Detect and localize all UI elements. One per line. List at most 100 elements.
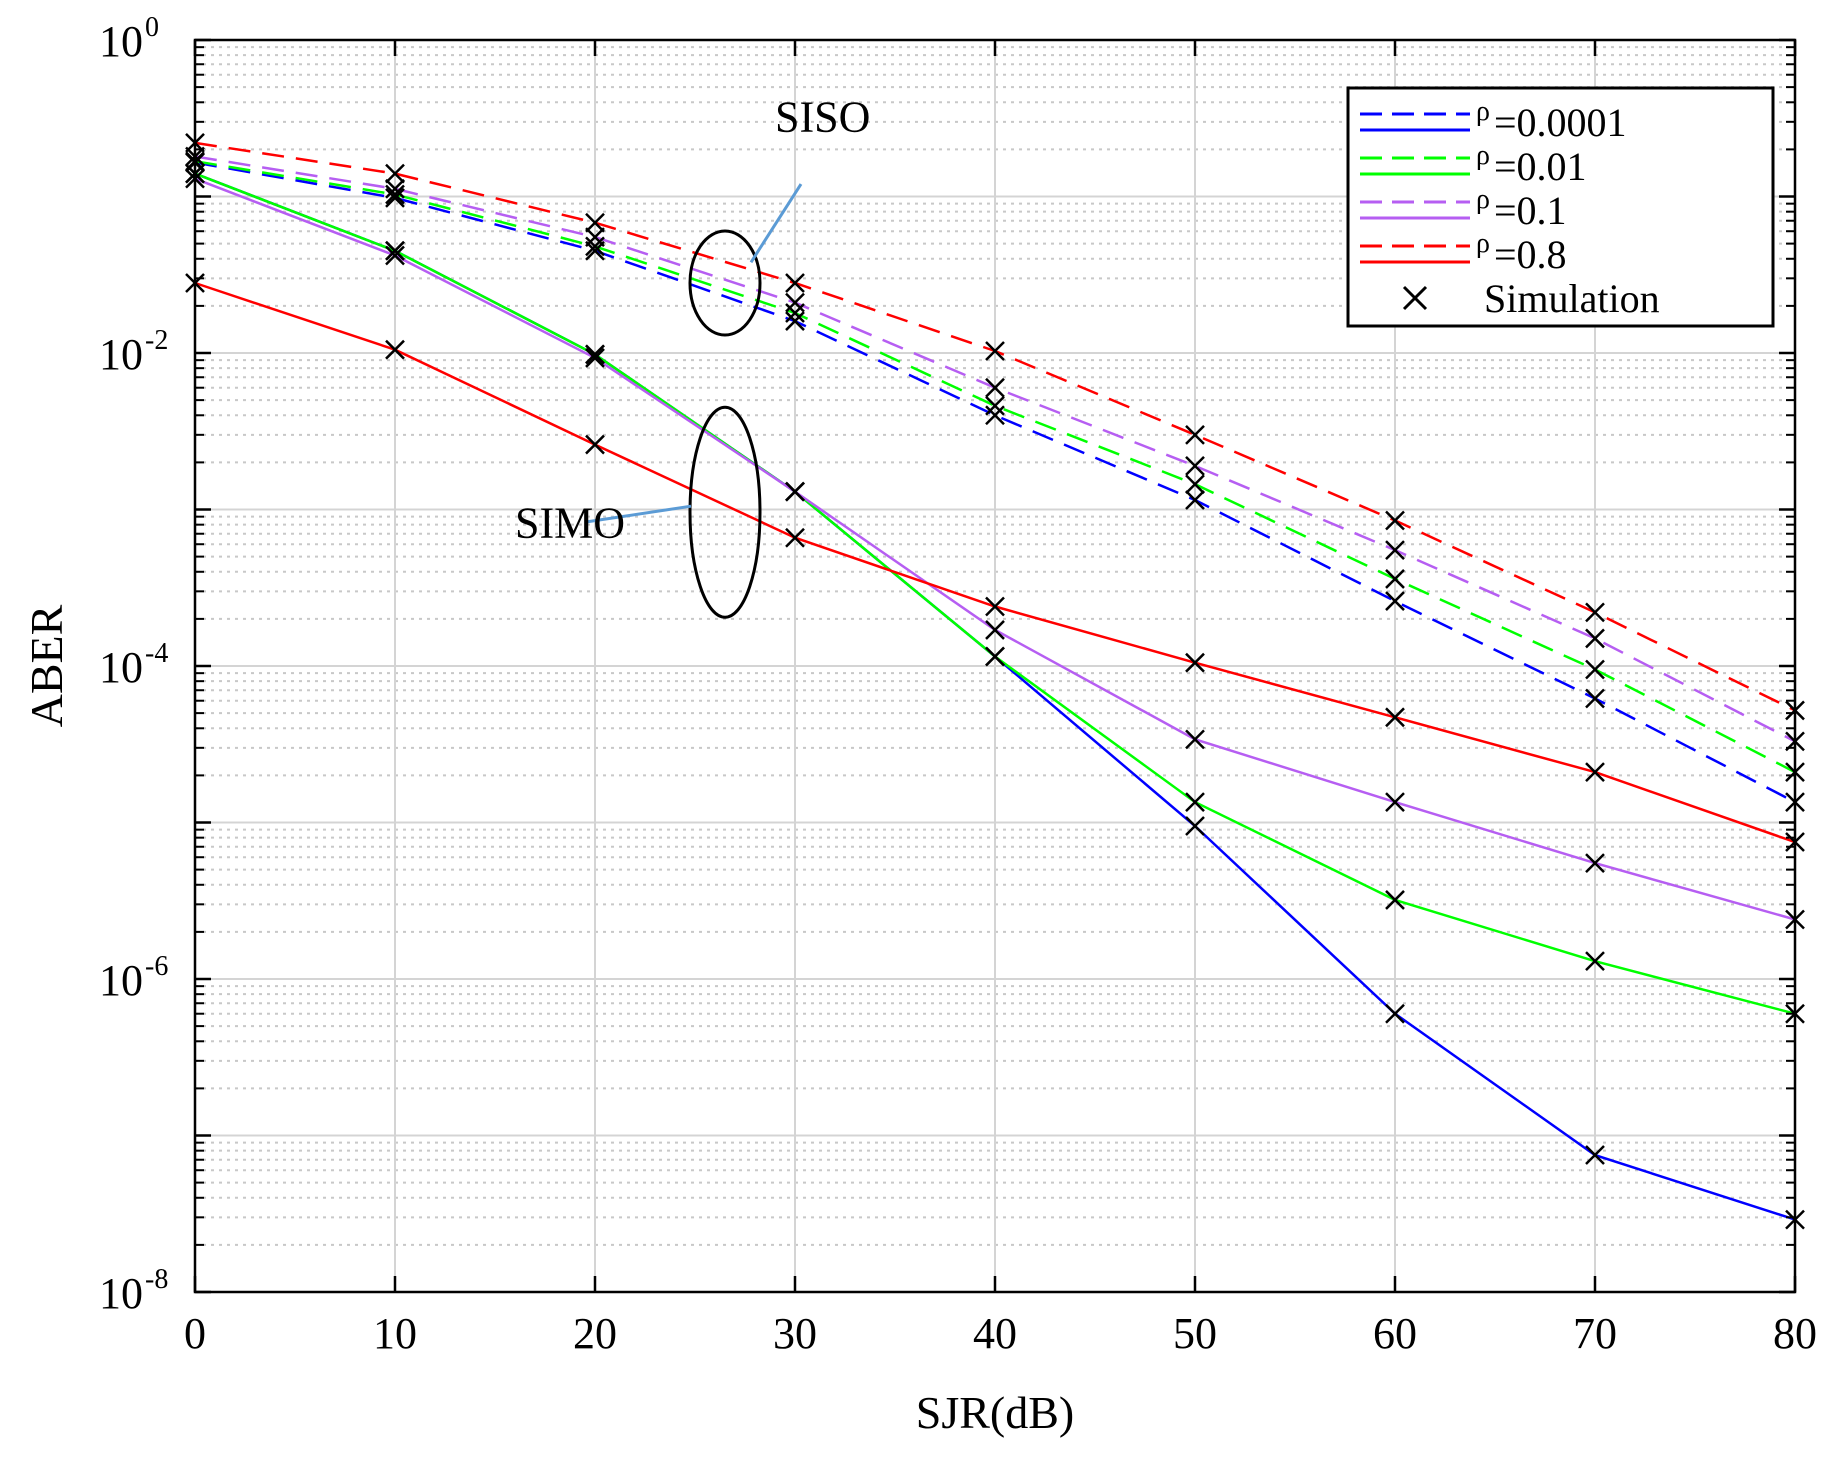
- legend-label: =0.1: [1494, 188, 1567, 233]
- simulation-marker: [385, 240, 405, 261]
- y-tick-label-exponent: -8: [145, 1264, 168, 1295]
- marker-stroke: [785, 527, 805, 548]
- marker-stroke: [1185, 652, 1205, 673]
- marker-stroke: [585, 434, 605, 455]
- simulation-marker: [1585, 659, 1605, 680]
- marker-stroke: [785, 273, 805, 293]
- x-tick-label: 40: [973, 1309, 1017, 1358]
- marker-stroke: [785, 311, 805, 331]
- simulation-marker: [1385, 890, 1405, 910]
- simulation-marker: [585, 348, 605, 368]
- simulation-marker: [1185, 729, 1205, 750]
- simulation-marker: [385, 163, 405, 184]
- marker-stroke: [585, 236, 605, 257]
- simulation-marker: [1385, 591, 1405, 611]
- marker-stroke: [1585, 659, 1605, 680]
- y-tick-label-base: 10: [99, 330, 143, 379]
- simulation-marker: [985, 377, 1005, 398]
- legend-entry: ρ =0.01: [1360, 140, 1587, 189]
- simulation-marker: [585, 236, 605, 257]
- marker-stroke: [1385, 591, 1405, 611]
- annotation-pointer-simo: [584, 504, 692, 524]
- simulation-marker: [585, 434, 605, 455]
- series-line-siso-rho-0_0001: [194, 161, 1796, 804]
- simulation-marker: [385, 187, 405, 208]
- simulation-marker: [1385, 707, 1405, 728]
- marker-stroke: [1585, 602, 1605, 623]
- y-tick-label-exponent: -4: [145, 638, 168, 669]
- marker-stroke: [1185, 490, 1205, 510]
- marker-stroke: [585, 227, 605, 248]
- simulation-marker: [385, 184, 405, 205]
- x-tick-label: 60: [1373, 1309, 1417, 1358]
- x-tick-label: 20: [573, 1309, 617, 1358]
- marker-stroke: [1585, 762, 1605, 782]
- simulation-marker: [1185, 792, 1205, 812]
- simulation-marker: [785, 311, 805, 331]
- marker-stroke: [585, 212, 605, 233]
- marker-stroke: [1585, 688, 1605, 709]
- simulation-marker: [1385, 540, 1405, 561]
- simulation-marker: [385, 245, 405, 266]
- simulation-marker: [985, 405, 1005, 426]
- legend-rho-symbol: ρ: [1476, 184, 1490, 215]
- legend-marker-stroke: [1402, 285, 1428, 311]
- legend-rho-symbol: ρ: [1476, 228, 1490, 259]
- marker-stroke: [1385, 890, 1405, 910]
- marker-stroke: [385, 163, 405, 184]
- simulation-marker: [1585, 762, 1605, 782]
- marker-stroke: [385, 184, 405, 205]
- marker-stroke: [385, 245, 405, 266]
- marker-stroke: [1185, 424, 1205, 445]
- legend-box: [1346, 86, 1775, 328]
- legend-rho-symbol: ρ: [1476, 140, 1490, 171]
- annotation-ellipse-siso: [688, 229, 762, 337]
- axis-ticks: [193, 38, 1797, 1294]
- annotation-label-siso: SISO: [775, 93, 870, 142]
- y-tick-label-exponent: -6: [145, 951, 168, 982]
- simulation-marker: [585, 212, 605, 233]
- simulation-marker: [1585, 1145, 1605, 1165]
- marker-stroke: [785, 481, 805, 502]
- marker-stroke: [1385, 540, 1405, 561]
- legend-label-simulation: Simulation: [1484, 276, 1660, 321]
- y-tick-label-base: 10: [99, 1269, 143, 1318]
- y-tick-label-base: 10: [99, 956, 143, 1005]
- x-axis-title: SJR(dB): [916, 1387, 1074, 1438]
- annotation-ellipse-simo: [688, 405, 762, 619]
- marker-stroke: [1185, 455, 1205, 476]
- marker-stroke: [985, 405, 1005, 426]
- y-tick-label-exponent: -2: [145, 325, 168, 356]
- simulation-marker: [1385, 1003, 1405, 1024]
- marker-stroke: [1585, 1145, 1605, 1165]
- marker-stroke: [385, 178, 405, 199]
- y-tick-label-exponent: 0: [145, 12, 159, 43]
- simulation-marker: [985, 596, 1005, 617]
- marker-stroke: [1185, 729, 1205, 750]
- simulation-marker: [985, 395, 1005, 416]
- simulation-marker: [385, 178, 405, 199]
- annotation-label-simo: SIMO: [515, 499, 625, 548]
- marker-stroke: [1585, 853, 1605, 874]
- x-tick-label: 0: [184, 1309, 206, 1358]
- marker-stroke: [985, 341, 1005, 361]
- simulation-marker: [1185, 816, 1205, 836]
- simulation-marker: [1585, 951, 1605, 972]
- marker-stroke: [1385, 1003, 1405, 1024]
- simulation-marker: [1385, 510, 1405, 531]
- legend-label: =0.8: [1494, 232, 1567, 277]
- marker-stroke: [785, 292, 805, 313]
- marker-stroke: [385, 187, 405, 208]
- marker-stroke: [1585, 628, 1605, 649]
- marker-stroke: [1585, 951, 1605, 972]
- simulation-marker: [1385, 569, 1405, 589]
- legend-entry-simulation: Simulation: [1402, 276, 1660, 321]
- simulation-marker: [1185, 455, 1205, 476]
- marker-stroke: [985, 395, 1005, 416]
- marker-stroke: [585, 348, 605, 368]
- marker-stroke: [1185, 792, 1205, 812]
- marker-stroke: [1185, 816, 1205, 836]
- marker-stroke: [1385, 569, 1405, 589]
